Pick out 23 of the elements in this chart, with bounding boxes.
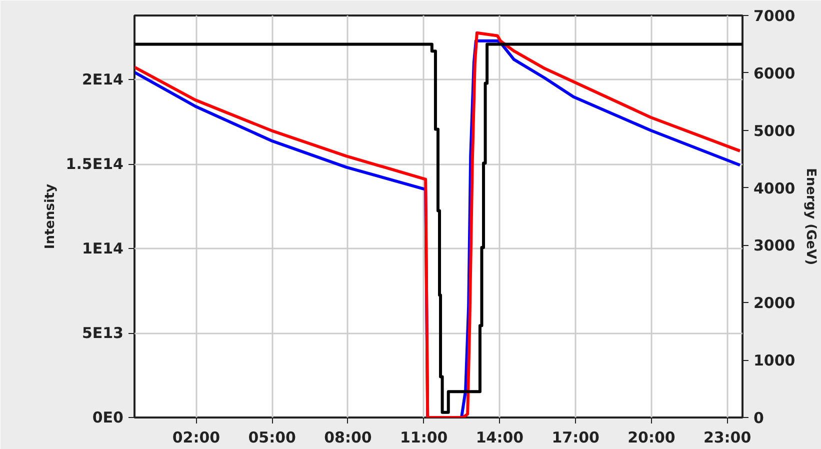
y-tick-label: 5E13 (82, 324, 124, 342)
x-tick-label: 14:00 (476, 428, 524, 446)
y2-tick-label: 1000 (754, 352, 796, 370)
x-tick-label: 02:00 (172, 428, 220, 446)
x-tick-label: 20:00 (628, 428, 676, 446)
x-tick-label: 05:00 (248, 428, 296, 446)
y2-tick-label: 3000 (754, 236, 796, 255)
y2-tick-label: 4000 (754, 179, 796, 198)
x-tick-label: 08:00 (324, 428, 372, 446)
y2-tick-label: 2000 (754, 294, 796, 312)
y-tick-label: 0E0 (92, 408, 124, 426)
y-tick-label: 1.5E14 (66, 155, 124, 174)
y-tick-label: 1E14 (82, 240, 124, 258)
y2-tick-label: 0 (754, 409, 764, 427)
x-tick-label: 17:00 (552, 428, 600, 446)
y-tick-label: 2E14 (82, 70, 124, 89)
x-tick-label: 11:00 (400, 428, 448, 446)
y2-tick-label: 6000 (754, 64, 796, 82)
y2-tick-label: 7000 (754, 7, 796, 25)
y2-tick-label: 5000 (754, 122, 796, 140)
x-tick-label: 23:00 (703, 428, 752, 446)
y2-axis-title: Energy (GeV) (803, 168, 818, 266)
y-axis-title: Intensity (42, 183, 58, 250)
